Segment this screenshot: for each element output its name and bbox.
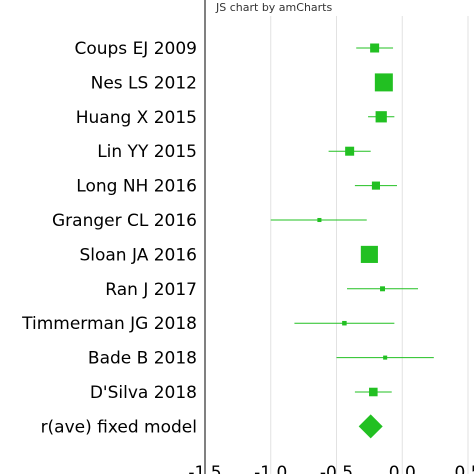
study-marker <box>374 73 393 92</box>
study-marker <box>370 43 380 53</box>
summary-label: r(ave) fixed model <box>41 417 197 437</box>
study-label: Coups EJ 2009 <box>74 39 197 59</box>
study-label: Sloan JA 2016 <box>79 245 197 265</box>
study-label: D'Silva 2018 <box>90 383 197 403</box>
x-tick-label: -0.5 <box>320 463 353 474</box>
study-label: Timmerman JG 2018 <box>21 314 197 334</box>
study-label: Nes LS 2012 <box>91 73 197 93</box>
x-tick-label: -1.5 <box>188 463 221 474</box>
study-marker <box>345 146 355 156</box>
grid-layer <box>204 16 469 474</box>
study-label: Long NH 2016 <box>76 177 197 197</box>
study-marker <box>380 286 385 292</box>
study-labels: Coups EJ 2009 Nes LS 2012 Huang X 2015 Lin … <box>21 39 197 437</box>
x-tick-labels: -1.5 -1.0 -0.5 0.0 0.5 <box>188 463 474 474</box>
study-label: Ran J 2017 <box>105 280 197 300</box>
x-tick-label: 0.0 <box>389 463 416 474</box>
study-label: Huang X 2015 <box>76 108 197 128</box>
study-label: Bade B 2018 <box>88 349 197 369</box>
study-marker <box>371 181 380 190</box>
study-marks <box>270 43 434 439</box>
x-tick-label: -1.0 <box>254 463 287 474</box>
x-tick-label: 0.5 <box>454 463 474 474</box>
summary-diamond <box>358 414 383 439</box>
study-marker <box>375 111 387 123</box>
study-marker <box>369 387 378 397</box>
study-label: Lin YY 2015 <box>97 142 197 162</box>
chart-credit[interactable]: JS chart by amCharts <box>216 1 333 14</box>
study-marker <box>383 355 388 360</box>
study-marker <box>317 217 322 223</box>
study-marker <box>342 320 347 326</box>
study-label: Granger CL 2016 <box>52 211 197 231</box>
study-marker <box>360 245 378 263</box>
